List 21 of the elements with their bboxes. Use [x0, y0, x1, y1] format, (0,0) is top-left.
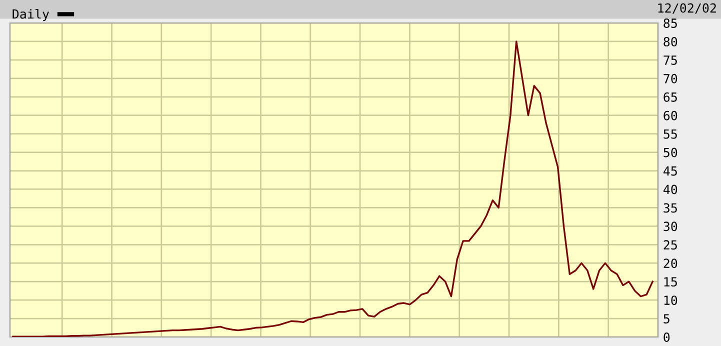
y-tick-label: 30 — [664, 222, 678, 232]
y-tick-label: 80 — [664, 36, 678, 46]
line-series — [12, 40, 654, 337]
y-tick-label: 15 — [664, 277, 677, 287]
y-tick-label: 65 — [664, 92, 677, 102]
y-tick-label: 5 — [664, 314, 670, 324]
y-tick-label: 75 — [664, 56, 677, 65]
y-tick-label: 10 — [664, 296, 678, 306]
y-tick-label: 0 — [664, 332, 670, 342]
y-tick-label: 20 — [664, 258, 678, 268]
y-tick-label: 55 — [664, 129, 677, 139]
y-tick-label: 85 — [664, 18, 677, 28]
y-tick-label: 45 — [663, 166, 677, 176]
y-tick-label: 25 — [664, 240, 677, 250]
y-tick-label: 60 — [664, 110, 678, 120]
y-tick-label: 40 — [663, 184, 678, 194]
text: 12/02/02 — [658, 3, 716, 14]
text: Daily — [12, 8, 50, 22]
y-tick-label: 50 — [664, 148, 678, 158]
y-tick-label: 70 — [664, 74, 678, 84]
y-tick-label: 35 — [664, 203, 677, 213]
